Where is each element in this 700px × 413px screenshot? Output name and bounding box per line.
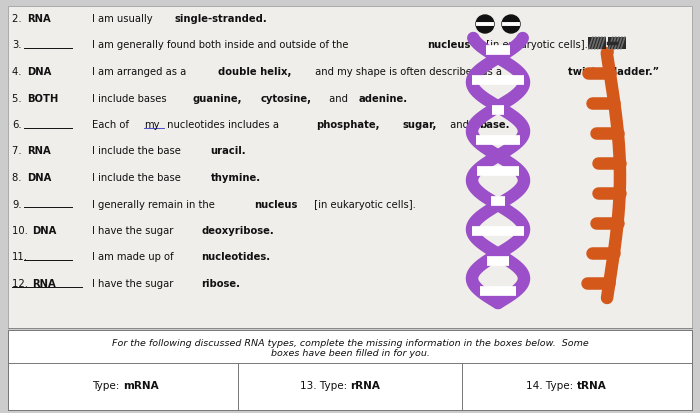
Text: guanine,: guanine, bbox=[193, 93, 242, 103]
FancyBboxPatch shape bbox=[8, 330, 692, 410]
FancyBboxPatch shape bbox=[8, 330, 692, 410]
Text: mRNA: mRNA bbox=[123, 380, 159, 390]
Text: and my shape is often described as a “: and my shape is often described as a “ bbox=[312, 67, 510, 77]
Text: 12.: 12. bbox=[12, 278, 31, 288]
Text: DNA: DNA bbox=[27, 67, 51, 77]
Text: 3.: 3. bbox=[12, 40, 22, 50]
Text: ribose.: ribose. bbox=[201, 278, 240, 288]
Text: I include bases: I include bases bbox=[92, 93, 169, 103]
Text: 10.: 10. bbox=[12, 225, 31, 235]
Text: RNA: RNA bbox=[27, 146, 50, 156]
Text: my: my bbox=[144, 120, 160, 130]
Text: cytosine,: cytosine, bbox=[260, 93, 312, 103]
Text: [in eukaryotic cells].: [in eukaryotic cells]. bbox=[483, 40, 588, 50]
Text: DNA: DNA bbox=[27, 173, 51, 183]
Text: phosphate,: phosphate, bbox=[316, 120, 379, 130]
Text: 2.: 2. bbox=[12, 14, 24, 24]
Text: BOTH: BOTH bbox=[27, 93, 58, 103]
Text: boxes have been filled in for you.: boxes have been filled in for you. bbox=[271, 349, 429, 358]
Text: 7.: 7. bbox=[12, 146, 24, 156]
Circle shape bbox=[476, 16, 494, 34]
Text: I generally remain in the: I generally remain in the bbox=[92, 199, 218, 209]
Text: thymine.: thymine. bbox=[211, 173, 261, 183]
Text: Type:: Type: bbox=[92, 380, 123, 390]
Bar bbox=[608, 38, 626, 50]
Text: nucleotides includes a: nucleotides includes a bbox=[164, 120, 282, 130]
Text: I am made up of: I am made up of bbox=[92, 252, 176, 262]
Text: 9.: 9. bbox=[12, 199, 22, 209]
Text: 8.: 8. bbox=[12, 173, 24, 183]
Text: 13. Type:: 13. Type: bbox=[300, 380, 350, 390]
Text: uracil.: uracil. bbox=[211, 146, 246, 156]
Text: RNA: RNA bbox=[27, 14, 50, 24]
Text: I include the base: I include the base bbox=[92, 146, 184, 156]
Text: 14. Type:: 14. Type: bbox=[526, 380, 577, 390]
Text: adenine.: adenine. bbox=[358, 93, 407, 103]
Text: single-stranded.: single-stranded. bbox=[174, 14, 267, 24]
Bar bbox=[588, 38, 606, 50]
Text: 5.: 5. bbox=[12, 93, 24, 103]
Text: nucleus: nucleus bbox=[427, 40, 470, 50]
Text: I am usually: I am usually bbox=[92, 14, 155, 24]
Text: RNA: RNA bbox=[32, 278, 56, 288]
Text: [in eukaryotic cells].: [in eukaryotic cells]. bbox=[311, 199, 415, 209]
Text: 11.: 11. bbox=[12, 252, 28, 262]
Text: I am generally found both inside and outside of the: I am generally found both inside and out… bbox=[92, 40, 351, 50]
Text: base.: base. bbox=[479, 120, 510, 130]
Text: double helix,: double helix, bbox=[218, 67, 291, 77]
Text: I have the sugar: I have the sugar bbox=[92, 278, 176, 288]
Text: tRNA: tRNA bbox=[577, 380, 607, 390]
FancyBboxPatch shape bbox=[8, 7, 692, 328]
Text: I am arranged as a: I am arranged as a bbox=[92, 67, 190, 77]
Text: Each of: Each of bbox=[92, 120, 132, 130]
Text: and: and bbox=[447, 120, 472, 130]
Text: DNA: DNA bbox=[32, 225, 57, 235]
Text: rRNA: rRNA bbox=[350, 380, 380, 390]
Circle shape bbox=[502, 16, 520, 34]
Text: I have the sugar: I have the sugar bbox=[92, 225, 176, 235]
Text: I include the base: I include the base bbox=[92, 173, 184, 183]
Text: nucleus: nucleus bbox=[255, 199, 298, 209]
Text: 6.: 6. bbox=[12, 120, 22, 130]
Text: For the following discussed RNA types, complete the missing information in the b: For the following discussed RNA types, c… bbox=[111, 339, 589, 348]
Text: sugar,: sugar, bbox=[402, 120, 437, 130]
Text: twisted ladder.”: twisted ladder.” bbox=[568, 67, 659, 77]
Text: and: and bbox=[326, 93, 351, 103]
Text: 4.: 4. bbox=[12, 67, 24, 77]
Text: nucleotides.: nucleotides. bbox=[202, 252, 270, 262]
Text: deoxyribose.: deoxyribose. bbox=[201, 225, 274, 235]
